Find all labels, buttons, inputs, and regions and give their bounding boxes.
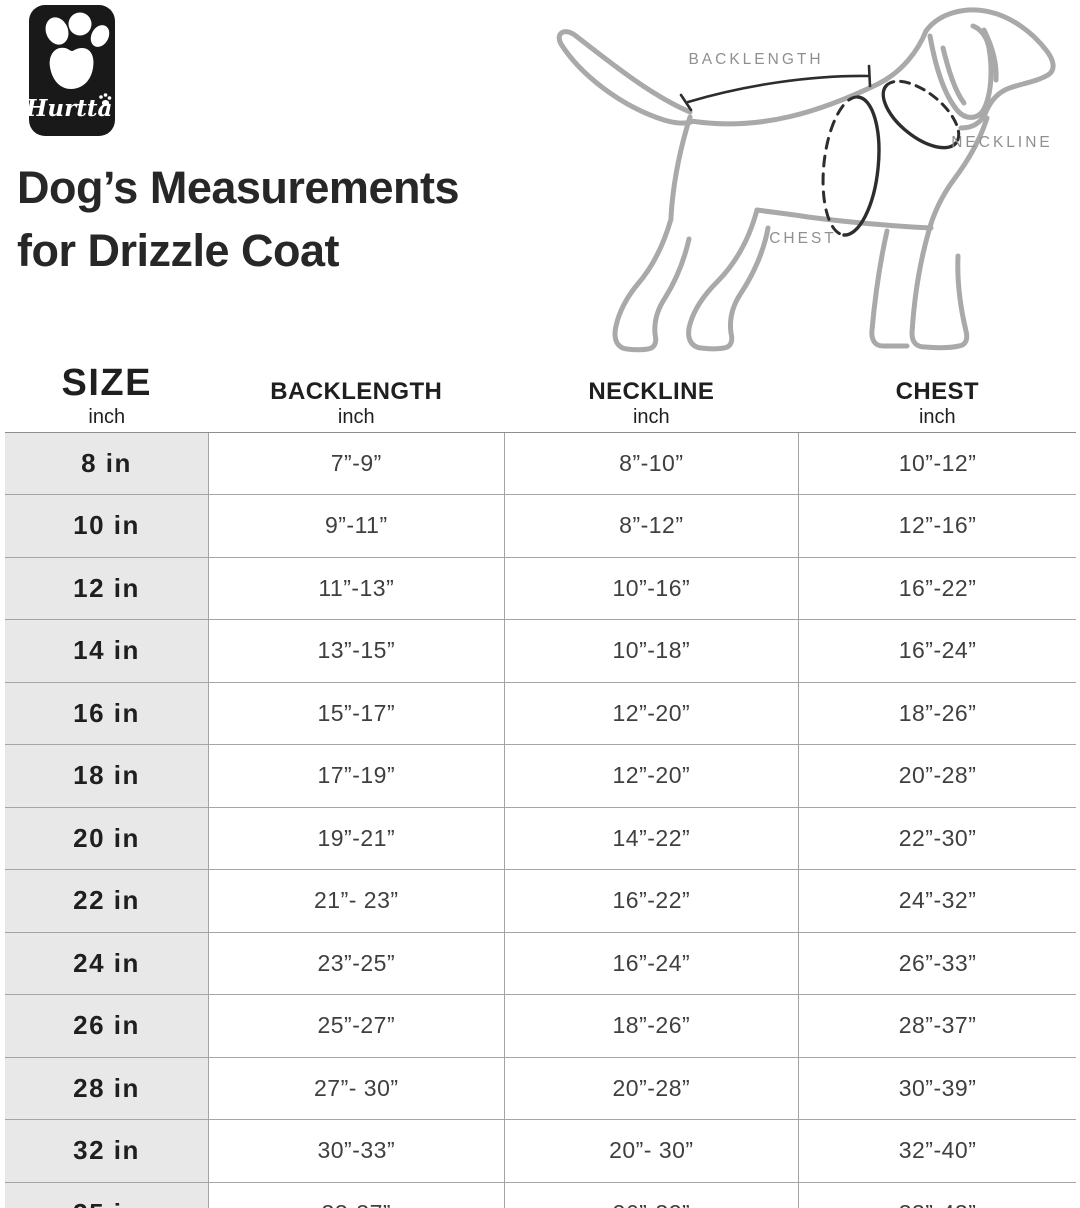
table-row: 12 in 11”-13” 10”-16” 16”-22”: [5, 557, 1076, 621]
neckline-cell: 10”-18”: [503, 619, 799, 683]
neckline-cell: 20”-28”: [503, 1057, 799, 1121]
table-row: 24 in 23”-25” 16”-24” 26”-33”: [5, 932, 1076, 996]
neckline-cell: 14”-22”: [503, 807, 799, 871]
size-cell: 12 in: [5, 557, 209, 621]
chest-cell: 30”-39”: [798, 1057, 1076, 1121]
size-cell: 16 in: [5, 682, 209, 746]
size-cell: 22 in: [5, 869, 209, 933]
chest-cell: 22”-30”: [798, 807, 1076, 871]
backlength-cell: 21”- 23”: [207, 869, 505, 933]
backlength-label: BACKLENGTH: [688, 51, 823, 68]
column-header-chest: CHEST inch: [798, 362, 1076, 433]
page-title: Dog’s Measurements for Drizzle Coat: [17, 156, 557, 282]
neckline-line: [881, 84, 958, 150]
backlength-cell: 9”-11”: [207, 494, 505, 558]
chest-column-unit: inch: [918, 405, 956, 428]
size-cell: 20 in: [5, 807, 209, 871]
measurement-marks: [679, 64, 961, 237]
table-row: 10 in 9”-11” 8”-12” 12”-16”: [5, 494, 1076, 558]
chest-cell: 24”-32”: [798, 869, 1076, 933]
table-row: 16 in 15”-17” 12”-20” 18”-26”: [5, 682, 1076, 746]
neckline-cell: 20”- 30”: [503, 1119, 799, 1183]
neckline-cell: 8”-12”: [503, 494, 799, 558]
chest-cell: 16”-22”: [798, 557, 1076, 621]
backlength-line: [686, 74, 871, 104]
backlength-cell: 19”-21”: [207, 807, 505, 871]
dog-illustration: BACKLENGTH NECKLINE CHEST: [556, 7, 1056, 353]
table-row: 35 in 33-37” 26”-32” 33”-43”: [5, 1182, 1076, 1208]
size-cell: 18 in: [5, 744, 209, 808]
backlength-cell: 17”-19”: [207, 744, 505, 808]
neckline-cell: 12”-20”: [503, 744, 799, 808]
neckline-cell: 18”-26”: [503, 994, 799, 1058]
page-title-line1: Dog’s Measurements: [17, 162, 459, 213]
neckline-cell: 10”-16”: [503, 557, 799, 621]
size-column-label: SIZE: [61, 362, 152, 404]
neckline-label: NECKLINE: [951, 134, 1053, 151]
page-title-line2: for Drizzle Coat: [17, 225, 340, 276]
neckline-cell: 16”-22”: [503, 869, 799, 933]
dog-measurement-diagram: BACKLENGTH NECKLINE CHEST: [540, 0, 1080, 360]
size-cell: 8 in: [5, 432, 209, 496]
chest-cell: 20”-28”: [798, 744, 1076, 808]
neckline-column-unit: inch: [632, 405, 670, 428]
chest-cell: 12”-16”: [798, 494, 1076, 558]
backlength-cell: 15”-17”: [207, 682, 505, 746]
chest-line: [842, 95, 881, 237]
backlength-cell: 30”-33”: [207, 1119, 505, 1183]
size-table-body: 8 in 7”-9” 8”-10” 10”-12” 10 in 9”-11” 8…: [5, 432, 1076, 1208]
hurtta-logo: Hurtta: [25, 4, 116, 137]
chest-cell: 32”-40”: [798, 1119, 1076, 1183]
mini-paw-icon: [99, 93, 112, 106]
size-cell: 32 in: [5, 1119, 209, 1183]
dog-outline: [556, 7, 1056, 353]
size-cell: 28 in: [5, 1057, 209, 1121]
hurtta-logo-graphic: Hurtta: [25, 5, 115, 136]
table-row: 28 in 27”- 30” 20”-28” 30”-39”: [5, 1057, 1076, 1121]
table-row: 8 in 7”-9” 8”-10” 10”-12”: [5, 432, 1076, 496]
backlength-column-label: BACKLENGTH: [270, 378, 443, 406]
column-header-backlength: BACKLENGTH inch: [208, 362, 505, 433]
backlength-cell: 11”-13”: [207, 557, 505, 621]
neckline-cell: 8”-10”: [503, 432, 799, 496]
table-row: 14 in 13”-15” 10”-18” 16”-24”: [5, 619, 1076, 683]
backlength-cell: 25”-27”: [207, 994, 505, 1058]
column-header-neckline: NECKLINE inch: [504, 362, 799, 433]
chest-cell: 26”-33”: [798, 932, 1076, 996]
neckline-cell: 16”-24”: [503, 932, 799, 996]
size-cell: 26 in: [5, 994, 209, 1058]
table-row: 18 in 17”-19” 12”-20” 20”-28”: [5, 744, 1076, 808]
backlength-cell: 33-37”: [207, 1182, 505, 1208]
backlength-column-unit: inch: [337, 405, 375, 428]
size-column-unit: inch: [88, 405, 126, 428]
paw-icon: [45, 12, 110, 89]
neckline-column-label: NECKLINE: [588, 378, 715, 406]
chest-cell: 10”-12”: [798, 432, 1076, 496]
size-cell: 10 in: [5, 494, 209, 558]
brand-script: Hurtta: [28, 95, 112, 122]
table-row: 22 in 21”- 23” 16”-22” 24”-32”: [5, 869, 1076, 933]
size-table: SIZE inch BACKLENGTH inch NECKLINE inch …: [5, 362, 1076, 1208]
chest-label: CHEST: [769, 230, 837, 247]
size-cell: 14 in: [5, 619, 209, 683]
chest-column-label: CHEST: [895, 378, 979, 406]
backlength-cell: 27”- 30”: [207, 1057, 505, 1121]
chest-cell: 33”-43”: [798, 1182, 1076, 1208]
backlength-cell: 13”-15”: [207, 619, 505, 683]
neckline-cell: 26”-32”: [503, 1182, 799, 1208]
table-row: 20 in 19”-21” 14”-22” 22”-30”: [5, 807, 1076, 871]
neckline-cell: 12”-20”: [503, 682, 799, 746]
size-table-header: SIZE inch BACKLENGTH inch NECKLINE inch …: [5, 362, 1076, 433]
table-row: 26 in 25”-27” 18”-26” 28”-37”: [5, 994, 1076, 1058]
table-row: 32 in 30”-33” 20”- 30” 32”-40”: [5, 1119, 1076, 1183]
chest-cell: 28”-37”: [798, 994, 1076, 1058]
size-cell: 35 in: [5, 1182, 209, 1208]
column-header-size: SIZE inch: [5, 362, 209, 433]
chest-cell: 16”-24”: [798, 619, 1076, 683]
chest-cell: 18”-26”: [798, 682, 1076, 746]
size-cell: 24 in: [5, 932, 209, 996]
backlength-cell: 23”-25”: [207, 932, 505, 996]
backlength-cell: 7”-9”: [207, 432, 505, 496]
